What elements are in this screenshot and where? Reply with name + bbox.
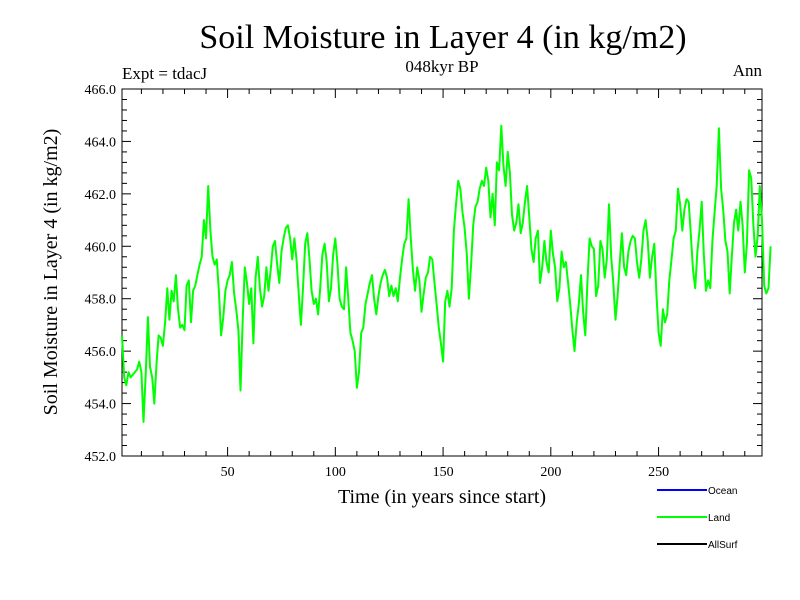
legend-label-land: Land xyxy=(708,513,730,524)
y-tick-label: 456.0 xyxy=(85,345,117,360)
chart-title: Soil Moisture in Layer 4 (in kg/m2) xyxy=(199,19,686,56)
y-tick-label: 452.0 xyxy=(85,450,117,465)
x-tick-label: 150 xyxy=(433,465,454,480)
x-axis-label: Time (in years since start) xyxy=(338,486,546,508)
x-tick-label: 100 xyxy=(325,465,346,480)
x-tick-label: 250 xyxy=(648,465,669,480)
y-axis-label: Soil Moisture in Layer 4 (in kg/m2) xyxy=(40,129,62,416)
legend: Ocean Land AllSurf xyxy=(657,486,738,551)
legend-label-allsurf: AllSurf xyxy=(708,540,738,551)
chart-subtitle: 048kyr BP xyxy=(405,57,478,76)
legend-label-ocean: Ocean xyxy=(708,486,737,497)
season-label: Ann xyxy=(733,61,763,80)
y-tick-label: 458.0 xyxy=(85,293,117,308)
series-line-land xyxy=(121,124,772,423)
y-tick-label: 454.0 xyxy=(85,398,117,413)
experiment-label: Expt = tdacJ xyxy=(122,64,208,83)
minor-ticks xyxy=(122,89,762,456)
y-tick-labels: 452.0 454.0 456.0 458.0 460.0 462.0 464.0 466.0 xyxy=(85,83,117,465)
plot-area: 452.0 454.0 456.0 458.0 460.0 462.0 464.0 466.0… xyxy=(85,83,772,480)
x-tick-labels: 50 100 150 200 250 xyxy=(221,465,669,480)
x-tick-label: 50 xyxy=(221,465,235,480)
y-tick-label: 464.0 xyxy=(85,135,117,150)
plot-frame xyxy=(121,88,763,457)
y-tick-label: 466.0 xyxy=(85,83,117,98)
x-tick-label: 200 xyxy=(540,465,561,480)
y-tick-label: 462.0 xyxy=(85,188,117,203)
y-tick-label: 460.0 xyxy=(85,240,117,255)
